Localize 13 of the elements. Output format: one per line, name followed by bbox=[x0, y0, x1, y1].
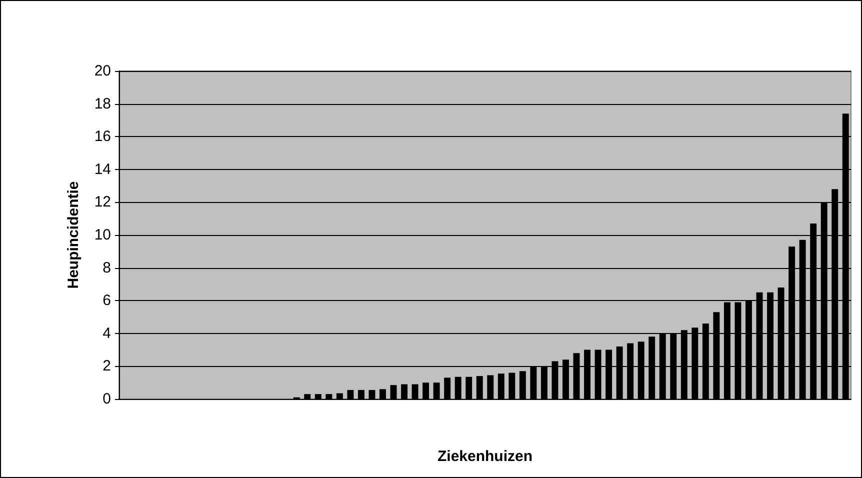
y-tick-label: 4 bbox=[102, 324, 111, 342]
y-tick-label: 2 bbox=[102, 358, 111, 375]
x-axis-title: Ziekenhuizen bbox=[437, 448, 533, 465]
y-tick-label: 6 bbox=[102, 292, 111, 310]
y-tick-label: 10 bbox=[94, 226, 111, 244]
y-axis-title: Heupincidentie bbox=[65, 181, 82, 289]
y-tick-label: 0 bbox=[102, 390, 111, 408]
y-tick-label: 8 bbox=[102, 259, 111, 276]
y-tick-label: 16 bbox=[94, 128, 111, 146]
y-tick-label: 18 bbox=[94, 95, 111, 112]
y-tick-label: 20 bbox=[94, 62, 111, 80]
y-tick-label: 14 bbox=[94, 160, 111, 178]
y-tick-label: 12 bbox=[94, 194, 111, 211]
